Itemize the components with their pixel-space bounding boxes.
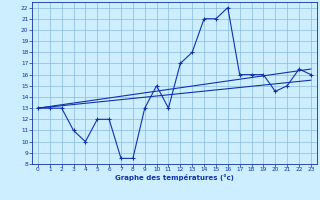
X-axis label: Graphe des températures (°c): Graphe des températures (°c) <box>115 174 234 181</box>
